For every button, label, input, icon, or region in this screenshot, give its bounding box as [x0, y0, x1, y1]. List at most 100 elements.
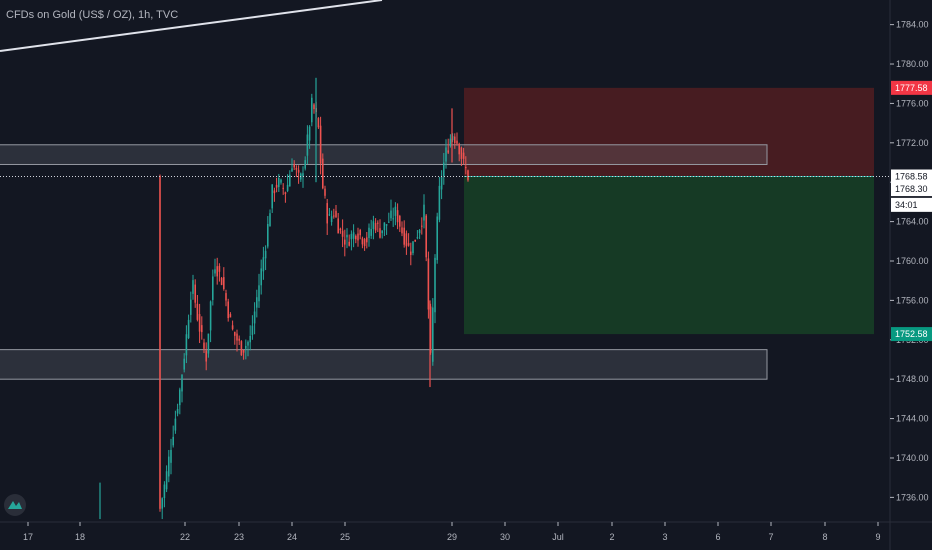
- candle-body: [456, 140, 458, 144]
- take-profit-zone[interactable]: [464, 176, 874, 335]
- candle-body: [253, 311, 256, 324]
- candle-body: [405, 233, 408, 247]
- candle-body: [284, 192, 287, 194]
- candle-body: [460, 147, 463, 159]
- candle-body: [201, 325, 203, 333]
- x-tick-label: 7: [768, 532, 773, 542]
- candle-body: [220, 277, 223, 285]
- candle-body: [399, 215, 401, 227]
- candle-body: [306, 134, 309, 156]
- countdown-label-bg: [891, 197, 932, 212]
- candle-body: [438, 185, 441, 220]
- countdown-label: 34:01: [895, 200, 918, 210]
- candle-body: [344, 239, 346, 245]
- candle-body: [218, 265, 221, 272]
- candle-body: [185, 334, 188, 356]
- candle-body: [379, 228, 381, 238]
- candle-body: [454, 136, 456, 144]
- y-tick-label: 1776.00: [896, 98, 929, 108]
- y-tick-label: 1780.00: [896, 59, 929, 69]
- candle-body: [311, 97, 313, 123]
- candle-body: [262, 257, 265, 272]
- y-tick-label: 1772.00: [896, 138, 929, 148]
- candle-body: [407, 243, 410, 246]
- candle-body: [355, 235, 357, 240]
- candle-body: [247, 341, 249, 346]
- candle-body: [370, 229, 372, 236]
- candle-body: [295, 167, 298, 170]
- candle-body: [258, 285, 260, 302]
- candle-body: [249, 336, 251, 343]
- x-tick-label: 2: [609, 532, 614, 542]
- y-tick-label: 1748.00: [896, 374, 929, 384]
- stop-price-label: 1777.58: [895, 83, 928, 93]
- candle-body: [350, 233, 353, 240]
- candle-body: [359, 229, 361, 236]
- candle-body: [410, 251, 412, 255]
- candle-body: [313, 104, 315, 110]
- candle-body: [227, 301, 229, 319]
- candle-body: [443, 162, 445, 176]
- candle-body: [319, 125, 322, 164]
- candle-body: [326, 203, 328, 224]
- candle-body: [467, 170, 469, 181]
- candle-body: [282, 187, 284, 189]
- candle-body: [176, 409, 179, 414]
- candle-body: [324, 188, 326, 196]
- candle-body: [383, 222, 386, 231]
- candle-body: [205, 350, 207, 362]
- candle-body: [242, 350, 245, 353]
- candle-body: [445, 147, 447, 162]
- candle-body: [190, 299, 192, 315]
- candle-body: [390, 210, 392, 219]
- candle-body: [418, 230, 421, 234]
- stop-price-label-bg: [891, 80, 932, 95]
- candle-body: [385, 224, 388, 226]
- candle-body: [394, 206, 397, 216]
- x-tick-label: Jul: [552, 532, 564, 542]
- candle-body: [341, 230, 344, 237]
- candle-body: [271, 184, 273, 209]
- candle-body: [317, 118, 320, 128]
- candle-body: [260, 268, 262, 286]
- candle-body: [447, 150, 449, 153]
- y-tick-label: 1756.00: [896, 295, 929, 305]
- y-tick-label: 1784.00: [896, 20, 929, 30]
- candle-body: [335, 210, 337, 217]
- candle-body: [207, 333, 210, 354]
- x-tick-label: 9: [875, 532, 880, 542]
- candle-body: [339, 228, 342, 231]
- candle-body: [322, 158, 324, 189]
- sr-zone-2[interactable]: [0, 349, 768, 380]
- y-tick-label: 1740.00: [896, 453, 929, 463]
- candle-body: [436, 216, 438, 261]
- candle-body: [414, 239, 416, 242]
- candle-body: [337, 218, 339, 234]
- x-tick-label: 24: [287, 532, 297, 542]
- y-tick-label: 1744.00: [896, 414, 929, 424]
- candle-body: [240, 341, 243, 356]
- candle-body: [172, 436, 174, 446]
- candle-body: [392, 218, 394, 220]
- candle-body: [161, 498, 163, 509]
- candle-body: [212, 276, 214, 300]
- candle-body: [267, 224, 269, 247]
- trendline[interactable]: [0, 0, 383, 52]
- candle-body: [304, 160, 306, 169]
- candle-body: [170, 449, 172, 463]
- candle-body: [372, 221, 375, 230]
- candle-body: [273, 190, 276, 194]
- candle-body: [440, 176, 443, 190]
- candle-body: [165, 471, 168, 490]
- candle-body: [209, 301, 212, 331]
- stop-loss-zone[interactable]: [464, 87, 874, 177]
- current-price-label: 1768.30: [895, 184, 928, 194]
- candle-body: [458, 143, 460, 155]
- candle-body: [361, 238, 364, 245]
- candle-body: [396, 210, 399, 223]
- candle-body: [203, 342, 205, 349]
- sr-zone-1[interactable]: [0, 144, 768, 165]
- candle-body: [462, 152, 465, 159]
- candle-body: [289, 174, 291, 187]
